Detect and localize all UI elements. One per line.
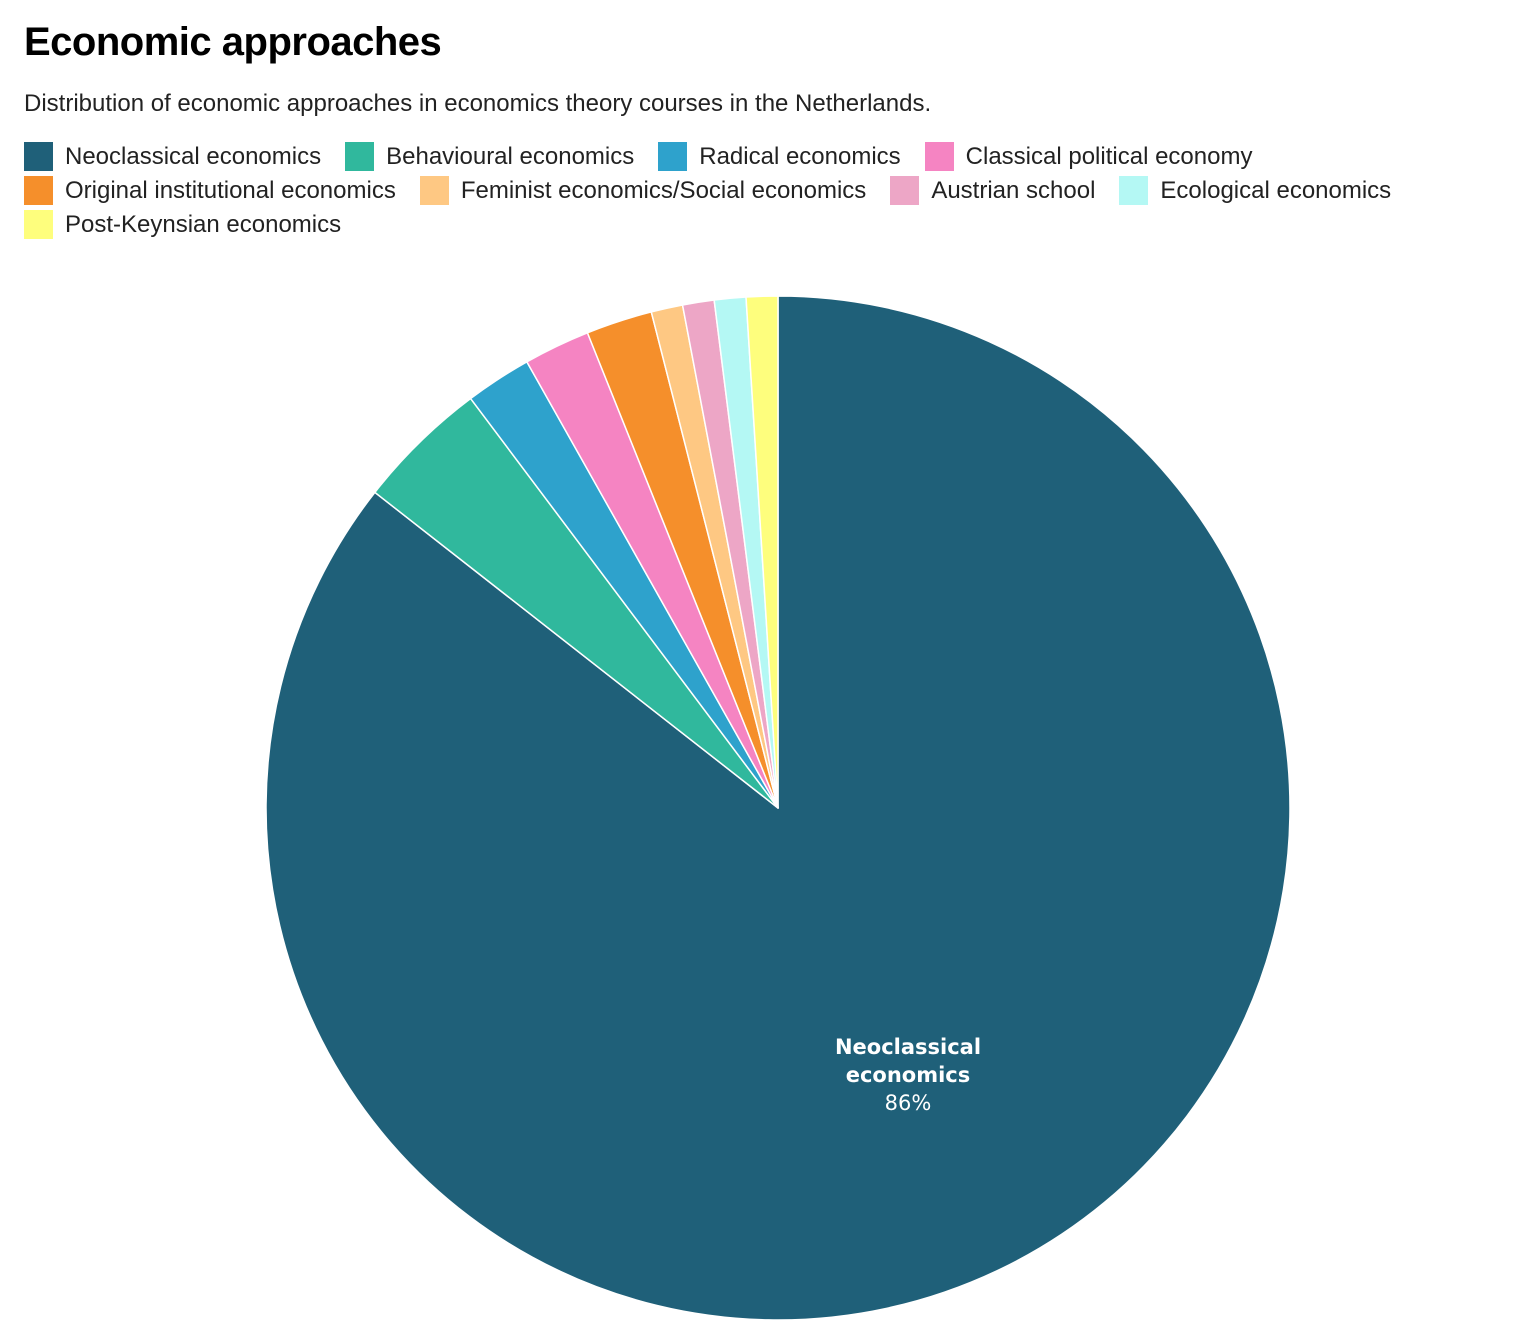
slice-label-line: economics [846,1063,971,1087]
slice-label-neoclassical-economics: Neoclassical economics 86% [835,1035,981,1115]
legend-item-classical-political-economy[interactable]: Classical political economy [924,142,1253,171]
legend-label: Neoclassical economics [65,143,322,170]
legend-swatch [419,176,449,205]
legend-swatch [24,176,53,205]
legend-label: Post-Keynsian economics [65,211,342,238]
legend-label: Ecological economics [1160,177,1392,204]
legend-swatch [890,176,920,205]
pie-slice-neoclassical-economics[interactable] [265,295,1291,1321]
legend-item-radical-economics[interactable]: Radical economics [658,142,901,171]
legend-item-ecological-economics[interactable]: Ecological economics [1119,176,1391,205]
legend-label: Original institutional economics [65,177,396,204]
legend-item-behavioural-economics[interactable]: Behavioural economics [345,142,634,171]
legend-item-original-institutional-economics[interactable]: Original institutional economics [24,176,396,205]
pie-slice-post-keynsian-economics[interactable] [745,295,779,809]
chart-subtitle: Distribution of economic approaches in e… [24,90,932,117]
legend-label: Classical political economy [965,143,1253,170]
legend-swatch [345,142,375,171]
chart-title: Economic approaches [24,20,442,64]
legend-swatch [24,142,53,171]
legend-swatch [924,142,954,171]
slice-label-line: 86% [885,1091,932,1115]
legend-label: Feminist economics/Social economics [460,177,867,204]
legend-item-feminist-economics-social-economics[interactable]: Feminist economics/Social economics [419,176,867,205]
legend-item-austrian-school[interactable]: Austrian school [890,176,1095,205]
slice-label-line: Neoclassical [835,1035,981,1059]
legend-label: Behavioural economics [386,143,635,170]
legend-label: Austrian school [931,177,1096,204]
legend-label: Radical economics [699,143,901,170]
legend-swatch [1119,176,1149,205]
legend-item-neoclassical-economics[interactable]: Neoclassical economics [24,142,321,171]
legend-swatch [24,210,53,239]
legend-swatch [658,142,688,171]
chart-legend: Neoclassical economics Behavioural econom… [24,142,1524,239]
legend-item-post-keynsian-economics[interactable]: Post-Keynsian economics [24,210,341,239]
